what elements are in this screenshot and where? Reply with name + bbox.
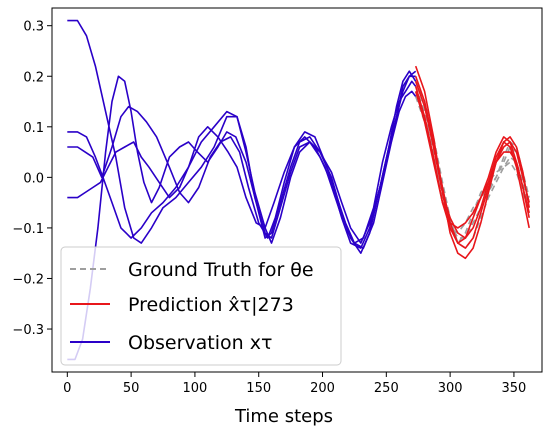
plot-frame [51, 7, 543, 373]
series-line-observation-3 [67, 90, 417, 249]
y-tick-label: 0.0 [23, 171, 44, 186]
y-tick-label: −0.1 [12, 222, 44, 237]
series-line-observation-4 [67, 70, 417, 361]
x-tick-label: 100 [183, 381, 208, 396]
x-axis-title: Time steps [234, 406, 333, 427]
y-tick-label: −0.3 [12, 323, 44, 338]
y-tick-label: 0.2 [23, 70, 44, 85]
y-tick-label: −0.2 [12, 272, 44, 287]
series-line-observation-2 [67, 80, 417, 244]
x-tick-label: 300 [438, 381, 463, 396]
series-line-prediction-11 [414, 81, 530, 239]
legend: Ground Truth for θe Prediction x̂τ|273 O… [60, 246, 342, 366]
x-tick-label: 150 [246, 381, 271, 396]
y-tick-label: 0.3 [23, 20, 44, 35]
x-tick-label: 250 [374, 381, 399, 396]
x-axis: 0 50 100 150 200 250 300 350 [63, 372, 526, 396]
y-tick-label: 0.1 [23, 121, 44, 136]
legend-box [60, 246, 342, 366]
x-tick-label: 50 [123, 381, 140, 396]
y-axis: −0.3 −0.2 −0.1 0.0 0.1 0.2 0.3 [12, 20, 52, 338]
legend-label-observation: Observation xτ [128, 332, 272, 354]
legend-label-ground-truth: Ground Truth for θe [128, 259, 314, 281]
x-tick-label: 350 [502, 381, 527, 396]
x-tick-label: 200 [310, 381, 335, 396]
x-tick-label: 0 [63, 381, 71, 396]
series-line-prediction-13 [414, 91, 530, 229]
series-line-prediction-12 [414, 86, 530, 244]
series-layer [67, 19, 530, 361]
legend-label-prediction: Prediction x̂τ|273 [128, 294, 294, 316]
